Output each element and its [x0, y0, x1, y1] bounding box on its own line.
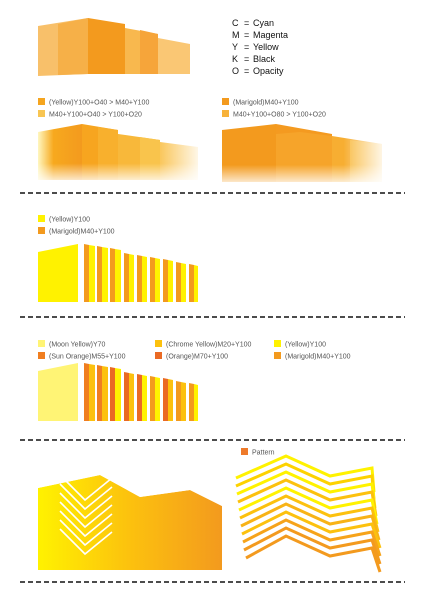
swatch-pattern	[241, 448, 248, 455]
section4-key: Pattern	[241, 448, 275, 457]
section1-right-key: (Marigold)M40+Y100 M40+Y100+O80 > Y100+O…	[222, 98, 326, 119]
section3-illustration	[38, 363, 198, 421]
legend-label-m: Magenta	[253, 30, 288, 40]
section2-illustration	[38, 244, 198, 302]
legend-code-o: O	[232, 66, 239, 76]
legend-code-y: Y	[232, 42, 238, 52]
legend-sep-o: =	[244, 66, 249, 76]
section3-key: (Moon Yellow)Y70 (Sun Orange)M55+Y100 (C…	[38, 340, 351, 361]
pattern-block-illustration	[38, 470, 222, 570]
legend-code-c: C	[232, 18, 239, 28]
key-label-pattern: Pattern	[252, 450, 275, 457]
legend-sep-m: =	[244, 30, 249, 40]
key-label-chrome-yellow: (Chrome Yellow)M20+Y100	[166, 342, 252, 349]
section2-key: (Yellow)Y100 (Marigold)M40+Y100	[38, 215, 115, 236]
legend-sep-c: =	[244, 18, 249, 28]
swatch-m40-o40	[38, 110, 45, 117]
swatch-orange	[155, 352, 162, 359]
legend-sep-y: =	[244, 42, 249, 52]
swatch-yellow-3	[274, 340, 281, 347]
key-label-orange: (Orange)M70+Y100	[166, 354, 228, 361]
swatch-yellow-o40	[38, 98, 45, 105]
key-label-m40-o40: M40+Y100+O40 > Y100+O20	[49, 112, 142, 119]
key-label-marigold: (Marigold)M40+Y100	[233, 100, 299, 107]
legend-code-m: M	[232, 30, 240, 40]
opacity-blocks-illustration	[38, 18, 190, 76]
swatch-marigold-2	[38, 227, 45, 234]
key-label-m40-o80: M40+Y100+O80 > Y100+O20	[233, 112, 326, 119]
key-label-yellow-o40: (Yellow)Y100+O40 > M40+Y100	[49, 100, 149, 107]
legend-label-c: Cyan	[253, 18, 274, 28]
key-label-yellow: (Yellow)Y100	[49, 217, 90, 224]
legend-code-k: K	[232, 54, 238, 64]
swatch-sun-orange	[38, 352, 45, 359]
swatch-marigold	[222, 98, 229, 105]
key-label-marigold-3: (Marigold)M40+Y100	[285, 354, 351, 361]
swatch-yellow	[38, 215, 45, 222]
legend-label-o: Opacity	[253, 66, 284, 76]
swatch-chrome-yellow	[155, 340, 162, 347]
cmyko-legend: C = Cyan M = Magenta Y = Yellow K = Blac…	[232, 18, 288, 76]
legend-label-k: Black	[253, 54, 276, 64]
pattern-chevron-illustration	[235, 454, 382, 573]
swatch-marigold-3	[274, 352, 281, 359]
section1-left-key: (Yellow)Y100+O40 > M40+Y100 M40+Y100+O40…	[38, 98, 149, 119]
section1-right-illustration	[222, 120, 384, 184]
swatch-m40-o80	[222, 110, 229, 117]
legend-sep-k: =	[244, 54, 249, 64]
key-label-yellow-3: (Yellow)Y100	[285, 342, 326, 349]
section1-left-illustration	[38, 120, 200, 182]
legend-label-y: Yellow	[253, 42, 279, 52]
key-label-sun-orange: (Sun Orange)M55+Y100	[49, 354, 126, 361]
key-label-moon-yellow: (Moon Yellow)Y70	[49, 342, 106, 349]
swatch-moon-yellow	[38, 340, 45, 347]
key-label-marigold-2: (Marigold)M40+Y100	[49, 229, 115, 236]
